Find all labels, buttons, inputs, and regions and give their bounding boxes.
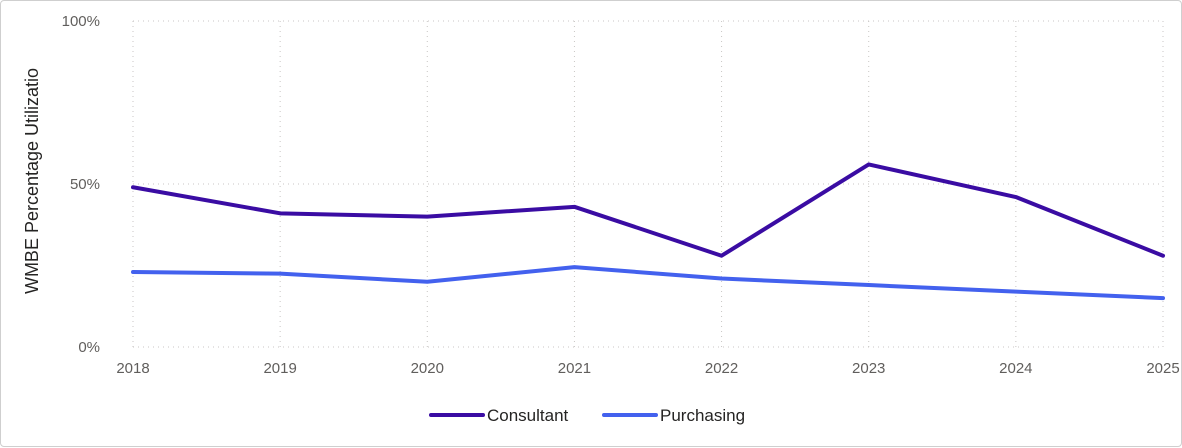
series-lines <box>131 162 1165 301</box>
x-tick-label: 2023 <box>852 360 885 377</box>
y-tick-label: 0% <box>78 339 100 356</box>
series-line-consultant <box>131 162 1165 258</box>
legend: Consultant Purchasing <box>429 406 745 425</box>
gridlines <box>132 20 1164 348</box>
x-tick-label: 2018 <box>116 360 149 377</box>
y-axis-ticks: 0% 50% 100% <box>62 13 100 356</box>
x-tick-label: 2021 <box>558 360 591 377</box>
x-tick-label: 2024 <box>999 360 1032 377</box>
x-axis-ticks: 2018 2019 2020 2021 2022 2023 2024 2025 <box>116 360 1179 377</box>
legend-item-label: Purchasing <box>660 406 745 425</box>
x-tick-label: 2025 <box>1146 360 1179 377</box>
x-tick-label: 2022 <box>705 360 738 377</box>
y-tick-label: 100% <box>62 13 100 30</box>
y-tick-label: 50% <box>70 176 100 193</box>
x-tick-label: 2019 <box>263 360 296 377</box>
y-axis-title: WMBE Percentage Utilizatio <box>22 68 42 294</box>
x-tick-label: 2020 <box>411 360 444 377</box>
series-line-purchasing <box>131 265 1165 301</box>
legend-item-label: Consultant <box>487 406 569 425</box>
